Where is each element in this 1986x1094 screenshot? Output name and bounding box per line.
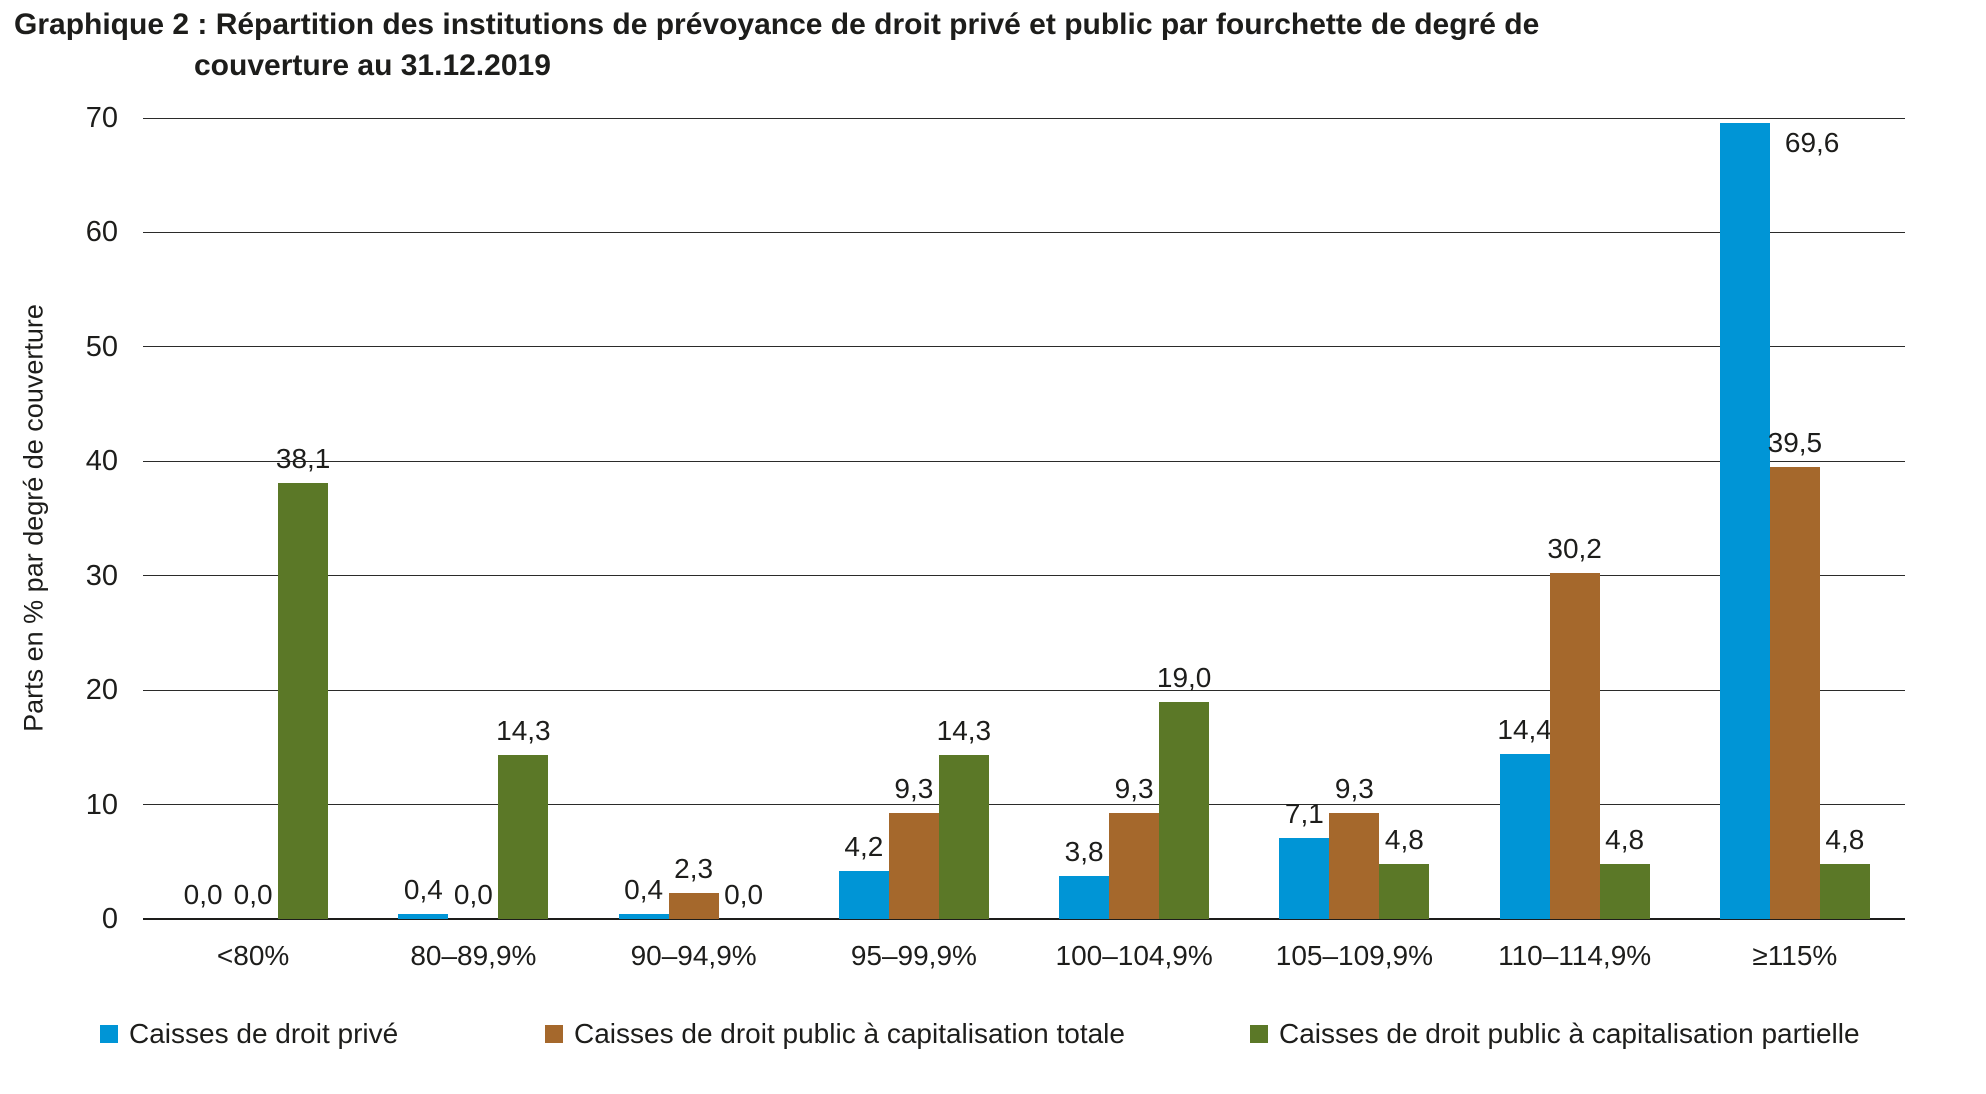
- bar-value-label: 19,0: [1156, 661, 1212, 693]
- legend-label: Caisses de droit public à capitalisation…: [1279, 1018, 1860, 1049]
- legend-item: Caisses de droit privé: [100, 1014, 398, 1054]
- bar-value-label: 9,3: [1114, 772, 1154, 804]
- legend-swatch-icon: [100, 1025, 118, 1043]
- y-tick-label: 10: [85, 788, 118, 821]
- bar-value-label: 39,5: [1767, 427, 1823, 458]
- bar-prive: [398, 914, 449, 919]
- bar-public-partielle: [1599, 864, 1650, 919]
- legend-label: Caisses de droit public à capitalisation…: [574, 1018, 1125, 1049]
- bar-value-label: 38,1: [275, 443, 331, 475]
- bar-value-label: 7,1: [1284, 797, 1324, 829]
- bar-value-label: 9,3: [894, 772, 934, 804]
- bar-prive: [618, 914, 669, 919]
- y-tick-label: 70: [85, 102, 118, 134]
- bar-value-label: 4,2: [844, 830, 884, 862]
- bar-prive: [1059, 875, 1110, 919]
- y-axis-title: Parts en % par degré de couverture: [18, 304, 49, 732]
- gridline: [143, 689, 1905, 691]
- bar-value-label: 0,0: [233, 879, 273, 910]
- gridline: [143, 575, 1905, 577]
- x-tick-label: 90–94,9%: [630, 940, 757, 971]
- bar-value-label: 2,3: [674, 852, 714, 884]
- y-tick-label: 40: [85, 445, 118, 478]
- x-tick-label: ≥115%: [1752, 940, 1838, 971]
- bar-value-label: 4,8: [1605, 824, 1645, 856]
- bar-value-label: 0,4: [624, 874, 664, 906]
- x-axis-line: [143, 918, 1905, 920]
- figure-title-line2: couverture au 31.12.2019: [194, 49, 551, 82]
- bar-value-label: 0,0: [453, 879, 493, 910]
- bar-prive: [1719, 122, 1770, 919]
- bar-prive: [1279, 837, 1330, 919]
- legend-item: Caisses de droit public à capitalisation…: [1250, 1014, 1860, 1054]
- bar-public-totale: [668, 892, 719, 919]
- gridline: [143, 117, 1905, 119]
- figure-title-line1: Graphique 2 : Répartition des institutio…: [14, 8, 1540, 41]
- gridline: [143, 804, 1905, 806]
- legend-item: Caisses de droit public à capitalisation…: [545, 1014, 1125, 1054]
- x-tick-label: 100–104,9%: [1055, 940, 1213, 971]
- bar-value-label: 9,3: [1334, 772, 1374, 804]
- y-tick-label: 0: [101, 903, 118, 935]
- gridline: [143, 460, 1905, 462]
- y-tick-label: 30: [85, 559, 118, 592]
- bar-public-partielle: [938, 755, 989, 919]
- bar-value-label: 4,8: [1825, 824, 1865, 856]
- bar-public-totale: [1329, 812, 1380, 919]
- x-tick-label: 80–89,9%: [410, 940, 537, 971]
- bar-value-label: 30,2: [1547, 533, 1602, 565]
- bar-public-totale: [1109, 812, 1160, 919]
- legend-swatch-icon: [545, 1025, 563, 1043]
- bar-public-totale: [1769, 467, 1820, 919]
- bar-public-partielle: [1819, 864, 1870, 919]
- bar-value-label: 0,4: [403, 874, 443, 906]
- bar-value-label: 4,8: [1384, 824, 1424, 856]
- figure-title: Graphique 2 : Répartition des institutio…: [14, 4, 1539, 86]
- bar-public-partielle: [278, 483, 329, 919]
- bar-value-label: 69,6: [1784, 126, 1840, 158]
- bar-public-totale: [888, 812, 939, 919]
- bar-value-label: 14,3: [496, 715, 551, 747]
- bar-public-partielle: [498, 755, 549, 919]
- bar-value-label: 0,0: [724, 879, 764, 910]
- gridline: [143, 231, 1905, 233]
- bar-value-label: 0,0: [183, 879, 223, 910]
- bar-public-totale: [1549, 573, 1600, 919]
- y-tick-label: 20: [85, 674, 118, 707]
- y-tick-label: 50: [85, 330, 118, 363]
- x-tick-label: 110–114,9%: [1498, 940, 1652, 971]
- y-tick-label: 60: [85, 216, 118, 249]
- x-tick-label: 95–99,9%: [850, 940, 977, 971]
- gridline: [143, 346, 1905, 348]
- x-tick-label: 105–109,9%: [1275, 940, 1434, 971]
- legend-label: Caisses de droit privé: [129, 1018, 399, 1049]
- bar-prive: [1499, 754, 1550, 919]
- bar-value-label: 14,4: [1497, 714, 1552, 746]
- bar-public-partielle: [1159, 701, 1210, 919]
- bar-value-label: 14,3: [936, 715, 992, 747]
- bar-prive: [838, 870, 889, 919]
- bar-value-label: 3,8: [1064, 835, 1104, 867]
- bar-public-partielle: [1379, 864, 1430, 919]
- x-tick-label: <80%: [216, 940, 290, 971]
- legend-swatch-icon: [1250, 1025, 1268, 1043]
